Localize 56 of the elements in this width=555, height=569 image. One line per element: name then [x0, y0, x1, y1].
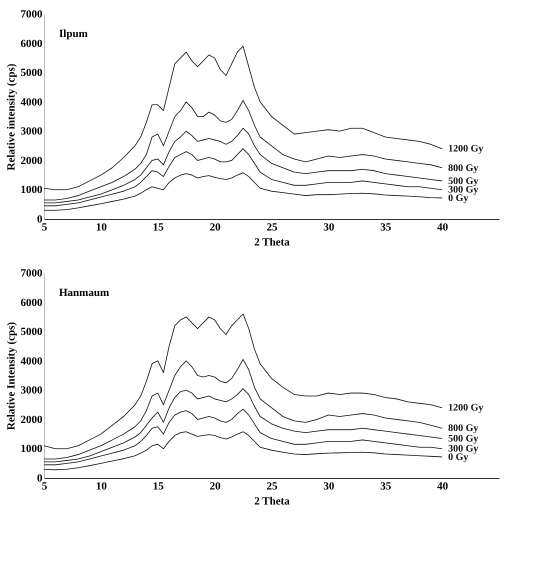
- y-tick-label: 5000: [20, 67, 43, 80]
- line-series: [44, 128, 443, 204]
- y-tick-label: 0: [37, 472, 43, 484]
- x-axis-title: 2 Theta: [254, 496, 290, 508]
- y-tick-label: 4000: [20, 355, 43, 368]
- x-tick-label: 15: [152, 480, 164, 492]
- series-label: 800 Gy: [448, 162, 478, 174]
- x-tick-label: 30: [323, 480, 335, 492]
- y-tick-label: 2000: [20, 414, 43, 426]
- y-tick-label: 3000: [20, 126, 43, 138]
- x-tick-label: 25: [266, 480, 278, 492]
- y-tick-label: 1000: [20, 184, 43, 196]
- series-label: 500 Gy: [448, 433, 478, 444]
- series-label: 1200 Gy: [448, 402, 484, 414]
- line-series: [44, 358, 443, 460]
- x-tick-label: 15: [152, 222, 164, 234]
- x-tick-label: 5: [42, 480, 48, 492]
- x-axis-title: 2 Theta: [254, 236, 290, 248]
- y-tick-label: 0: [37, 214, 43, 226]
- x-tick-label: 5: [42, 222, 48, 234]
- line-series: [44, 408, 443, 466]
- series-label: 1200 Gy: [448, 144, 484, 155]
- line-series: [44, 100, 443, 200]
- y-tick-label: 6000: [20, 296, 43, 309]
- text: Ilpum: [59, 28, 88, 40]
- x-tick-label: 20: [210, 222, 222, 234]
- y-tick-label: 7000: [20, 8, 43, 20]
- line-series: [44, 314, 443, 450]
- x-tick-label: 35: [380, 480, 392, 492]
- series-label: 800 Gy: [448, 423, 478, 434]
- text: Hanmaum: [59, 287, 110, 299]
- y-axis-title: Relative intensity (cps): [6, 63, 18, 170]
- x-tick-label: 40: [437, 480, 449, 492]
- y-tick-label: 6000: [20, 38, 43, 50]
- y-axis-title: Relative Intensity (cps): [6, 322, 18, 430]
- x-tick-label: 35: [380, 222, 392, 234]
- y-tick-label: 2000: [20, 154, 43, 167]
- line-series: [44, 148, 443, 206]
- x-tick-label: 25: [266, 222, 278, 234]
- y-tick-label: 7000: [20, 268, 43, 280]
- y-tick-label: 4000: [20, 96, 43, 108]
- x-tick-label: 10: [96, 480, 108, 492]
- line-series: [44, 172, 443, 211]
- x-tick-label: 10: [96, 222, 108, 234]
- series-label: 0 Gy: [448, 192, 468, 204]
- y-tick-label: 3000: [20, 384, 43, 397]
- y-tick-label: 5000: [20, 326, 43, 338]
- x-tick-label: 40: [437, 222, 449, 234]
- line-series: [44, 388, 443, 462]
- series-label: 500 Gy: [448, 176, 478, 187]
- x-tick-label: 30: [323, 222, 335, 234]
- y-tick-label: 1000: [20, 443, 43, 456]
- series-label: 0 Gy: [448, 452, 468, 463]
- line-series: [44, 46, 443, 190]
- x-tick-label: 20: [210, 480, 222, 492]
- line-series: [44, 431, 443, 470]
